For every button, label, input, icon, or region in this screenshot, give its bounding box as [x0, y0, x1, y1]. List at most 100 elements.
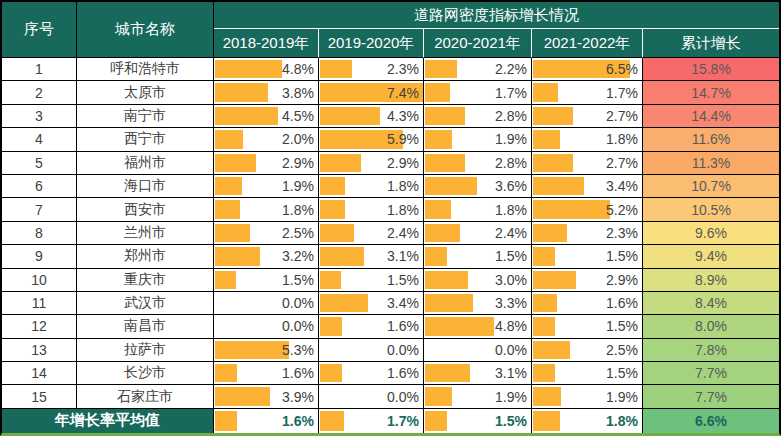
city-name-label: 拉萨市 — [124, 341, 166, 359]
value-cell: 0.0% — [319, 385, 424, 408]
city-cell: 石家庄市 — [77, 385, 214, 408]
row-index-cell: 12 — [2, 315, 77, 338]
cumulative-cell: 15.8% — [643, 58, 779, 81]
value-cell: 7.4% — [319, 81, 424, 104]
city-cell: 太原市 — [77, 81, 214, 104]
cumulative-label: 14.4% — [691, 108, 731, 124]
row-index-label: 7 — [35, 202, 43, 218]
city-cell: 西宁市 — [77, 128, 214, 151]
value-label: 2.5% — [282, 225, 318, 241]
row-index-cell: 1 — [2, 58, 77, 81]
col-header-year-4-label: 2021-2022年 — [544, 34, 631, 53]
value-cell: 1.8% — [214, 198, 319, 221]
value-label: 4.8% — [282, 61, 318, 77]
value-cell: 1.7% — [319, 409, 424, 433]
data-bar — [425, 224, 460, 242]
data-bar — [320, 154, 361, 172]
value-cell: 1.8% — [424, 198, 532, 221]
value-label: 1.6% — [282, 413, 318, 429]
value-cell: 4.8% — [214, 58, 319, 81]
value-cell: 6.5% — [532, 58, 643, 81]
city-cell: 武汉市 — [77, 292, 214, 315]
cumulative-cell: 10.7% — [643, 175, 779, 198]
value-cell: 2.9% — [214, 152, 319, 175]
col-header-cumulative: 累计增长 — [643, 29, 779, 58]
value-label: 1.8% — [606, 131, 642, 147]
value-cell: 1.8% — [532, 409, 643, 433]
value-cell: 1.5% — [532, 315, 643, 338]
value-cell: 1.6% — [214, 362, 319, 385]
data-bar — [215, 107, 278, 125]
value-label: 5.2% — [606, 202, 642, 218]
cumulative-cell: 7.8% — [643, 339, 779, 362]
value-cell: 2.7% — [532, 152, 643, 175]
data-bar — [533, 224, 567, 242]
value-cell: 1.5% — [424, 409, 532, 433]
value-label: 0.0% — [387, 342, 423, 358]
data-bar — [425, 177, 477, 195]
value-cell: 3.3% — [424, 292, 532, 315]
data-bar — [533, 294, 557, 312]
data-bar — [320, 247, 364, 265]
summary-cumulative-label: 6.6% — [695, 413, 727, 429]
cumulative-label: 9.6% — [695, 225, 727, 241]
city-cell: 南昌市 — [77, 315, 214, 338]
value-label: 3.3% — [495, 295, 531, 311]
data-bar — [215, 247, 260, 265]
data-bar — [215, 271, 236, 289]
row-index-label: 15 — [31, 389, 47, 405]
cumulative-label: 8.0% — [695, 318, 727, 334]
row-index-label: 1 — [35, 61, 43, 77]
cumulative-label: 11.3% — [692, 155, 731, 171]
data-bar — [533, 247, 555, 265]
row-index-cell: 5 — [2, 152, 77, 175]
value-label: 3.8% — [282, 85, 318, 101]
value-cell: 2.7% — [532, 105, 643, 128]
value-cell: 5.3% — [214, 339, 319, 362]
data-bar — [425, 387, 452, 405]
col-header-year-2: 2019-2020年 — [319, 29, 424, 58]
cumulative-label: 11.6% — [692, 131, 731, 147]
row-index-cell: 2 — [2, 81, 77, 104]
city-cell: 郑州市 — [77, 245, 214, 268]
value-cell: 0.0% — [214, 292, 319, 315]
value-label: 1.9% — [282, 178, 318, 194]
table-title-label: 道路网密度指标增长情况 — [414, 6, 579, 25]
city-name-label: 海口市 — [124, 177, 166, 195]
data-bar — [215, 200, 240, 218]
value-cell: 3.9% — [214, 385, 319, 408]
col-header-year-4: 2021-2022年 — [532, 29, 643, 58]
value-cell: 1.8% — [532, 128, 643, 151]
city-cell: 福州市 — [77, 152, 214, 175]
row-index-cell: 11 — [2, 292, 77, 315]
cumulative-cell: 8.9% — [643, 269, 779, 292]
data-bar — [320, 107, 380, 125]
data-bar — [425, 60, 457, 78]
row-index-cell: 6 — [2, 175, 77, 198]
value-label: 1.6% — [606, 295, 642, 311]
value-label: 1.5% — [606, 365, 642, 381]
row-index-label: 4 — [35, 131, 43, 147]
city-cell: 兰州市 — [77, 222, 214, 245]
cumulative-label: 7.7% — [695, 365, 727, 381]
row-index-cell: 14 — [2, 362, 77, 385]
value-label: 2.9% — [606, 272, 642, 288]
value-label: 2.2% — [495, 61, 531, 77]
value-label: 0.0% — [387, 389, 423, 405]
value-label: 4.3% — [387, 108, 423, 124]
value-label: 3.9% — [282, 389, 318, 405]
data-bar — [533, 130, 560, 148]
data-bar — [533, 271, 576, 289]
value-label: 1.7% — [606, 85, 642, 101]
value-cell: 1.8% — [319, 198, 424, 221]
value-cell: 1.5% — [532, 245, 643, 268]
value-cell: 2.5% — [532, 339, 643, 362]
value-label: 1.7% — [495, 85, 531, 101]
value-cell: 2.9% — [319, 152, 424, 175]
cumulative-label: 15.8% — [691, 61, 731, 77]
row-index-cell: 10 — [2, 269, 77, 292]
value-label: 6.5% — [606, 61, 642, 77]
value-label: 2.5% — [606, 342, 642, 358]
value-cell: 3.0% — [424, 269, 532, 292]
value-label: 3.1% — [495, 365, 531, 381]
